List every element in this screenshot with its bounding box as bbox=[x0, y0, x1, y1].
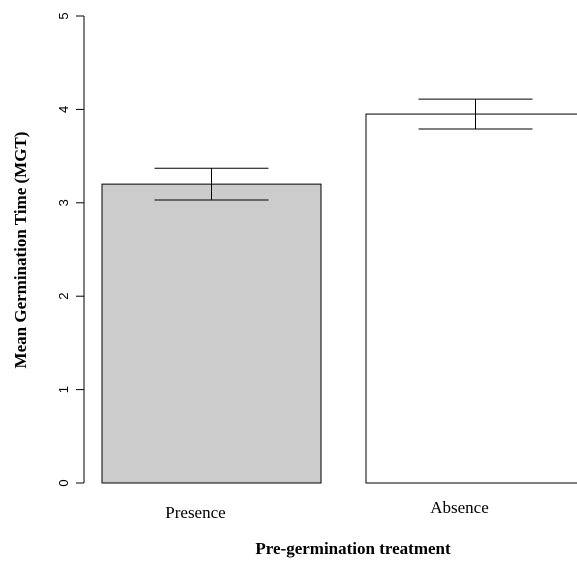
x-axis-title: Pre-germination treatment bbox=[255, 539, 451, 558]
y-ticks: 0 1 2 3 4 5 bbox=[56, 12, 84, 487]
y-tick-label: 0 bbox=[56, 479, 71, 486]
y-tick-label: 3 bbox=[56, 199, 71, 206]
y-tick-label: 4 bbox=[56, 106, 71, 113]
bar-presence bbox=[101, 183, 322, 484]
bars bbox=[101, 113, 577, 484]
bar-absence bbox=[365, 113, 577, 484]
y-tick-label: 2 bbox=[56, 293, 71, 300]
category-label-presence: Presence bbox=[165, 503, 225, 522]
category-label-absence: Absence bbox=[430, 498, 489, 517]
error-bars bbox=[154, 98, 533, 201]
category-labels: Presence Absence bbox=[165, 498, 488, 522]
y-axis-title: Mean Germination Time (MGT) bbox=[11, 132, 30, 369]
y-tick-label: 5 bbox=[56, 12, 71, 19]
y-tick-label: 1 bbox=[56, 386, 71, 393]
